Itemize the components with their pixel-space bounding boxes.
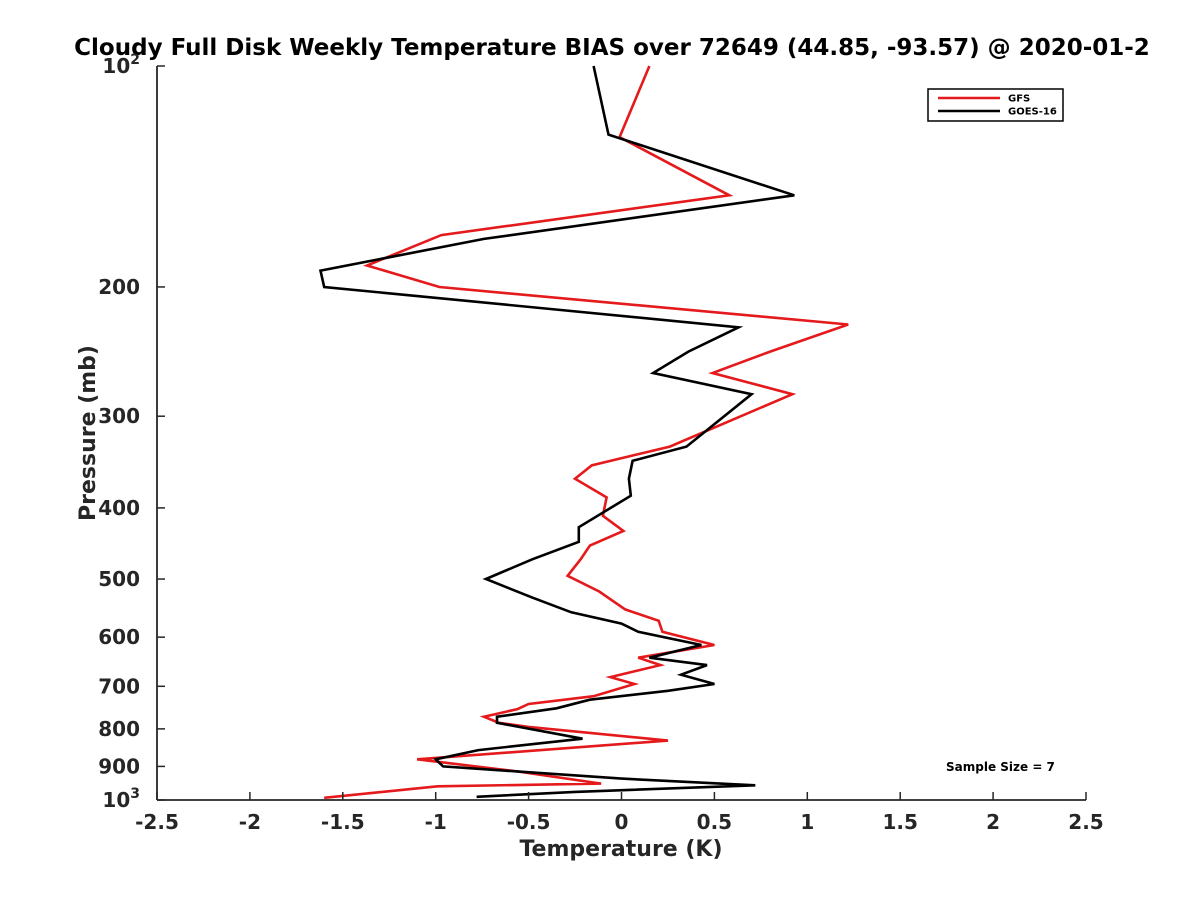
- y-tick-label: 400: [98, 496, 140, 520]
- legend: GFS GOES-16: [927, 88, 1064, 122]
- y-tick-label: 102: [102, 52, 140, 78]
- y-tick-label: 200: [98, 275, 140, 299]
- series-line-goes16: [318, 65, 795, 799]
- series-line-gfs: [324, 65, 849, 800]
- y-tick-label: 900: [98, 754, 140, 778]
- y-tick-label: 500: [98, 567, 140, 591]
- x-tick-label: -1.5: [321, 810, 365, 834]
- x-tick-label: -2: [239, 810, 261, 834]
- y-tick-label: 700: [98, 674, 140, 698]
- legend-box: [927, 88, 1064, 122]
- sample-size-annotation: Sample Size = 7: [946, 760, 1055, 774]
- x-tick-label: 2.5: [1068, 810, 1103, 834]
- plot-area: -2.5 -2 -1.5 -1 -0.5 0 0.5 1 1.5 2 2.5 10220030040…: [98, 52, 1103, 834]
- y-tick-exponent: 2: [130, 52, 140, 68]
- x-tick-label: -0.5: [507, 810, 551, 834]
- y-tick-label: 300: [98, 404, 140, 428]
- y-tick-base: 10: [102, 788, 130, 812]
- x-tick-label: 1: [800, 810, 814, 834]
- y-axis-title: Pressure (mb): [76, 345, 101, 521]
- x-tick-label: -2.5: [135, 810, 179, 834]
- y-tick-label: 800: [98, 717, 140, 741]
- x-tick-label: -1: [425, 810, 447, 834]
- series-lines: [318, 65, 849, 800]
- y-tick-base: 10: [102, 54, 130, 78]
- y-tick-exponent: 3: [130, 786, 140, 802]
- legend-label-goes16: GOES-16: [1008, 107, 1057, 118]
- x-tick-label: 2: [986, 810, 1000, 834]
- x-axis-ticks: -2.5 -2 -1.5 -1 -0.5 0 0.5 1 1.5 2 2.5: [135, 792, 1104, 834]
- x-tick-label: 0: [615, 810, 629, 834]
- x-tick-label: 0.5: [697, 810, 732, 834]
- y-tick-label: 103: [102, 786, 140, 812]
- x-axis-title: Temperature (K): [519, 837, 722, 862]
- x-tick-label: 1.5: [882, 810, 917, 834]
- legend-label-gfs: GFS: [1008, 94, 1030, 105]
- y-tick-label: 600: [98, 625, 140, 649]
- chart-title: Cloudy Full Disk Weekly Temperature BIAS…: [74, 35, 1150, 61]
